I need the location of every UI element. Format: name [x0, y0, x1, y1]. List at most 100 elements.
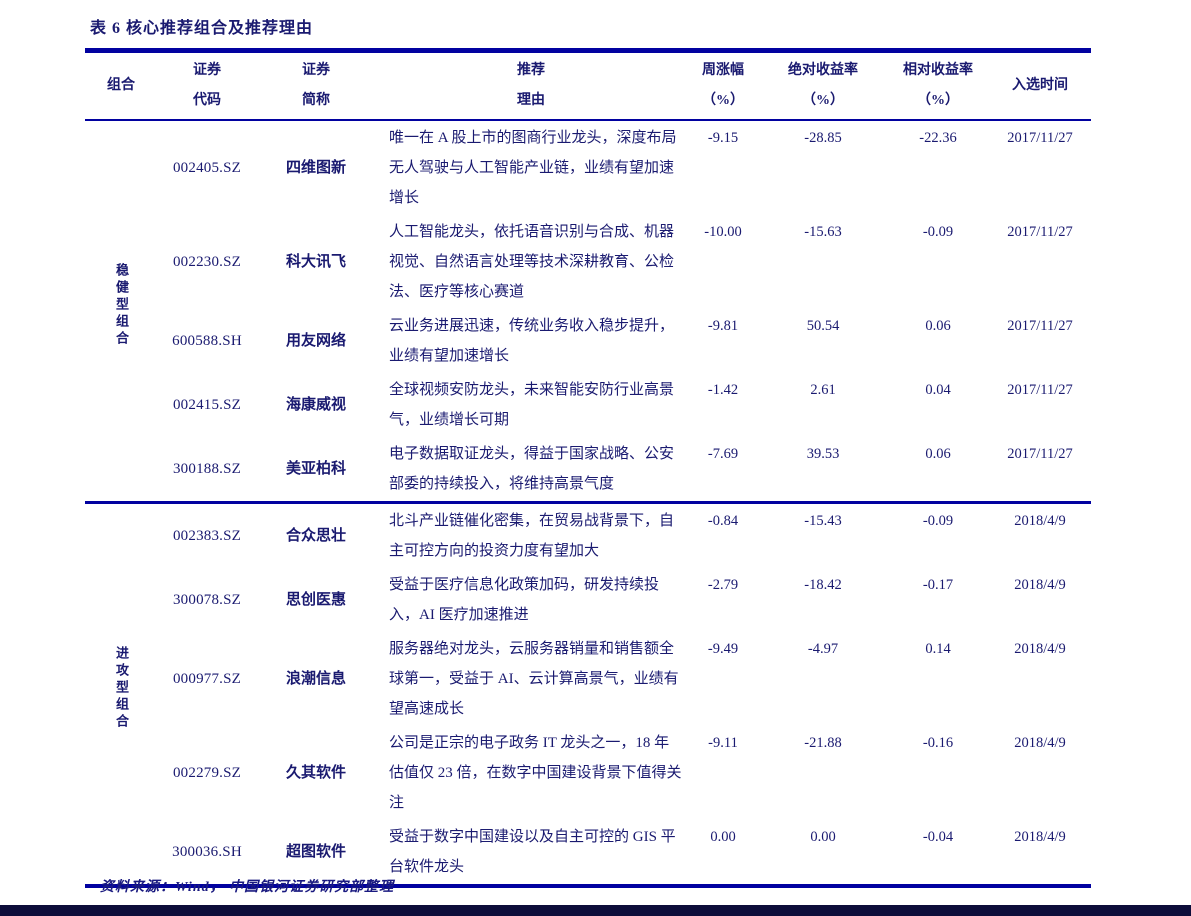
group-label-stable: 稳健型组合 [85, 120, 157, 503]
absolute-return: -4.97 [807, 641, 839, 657]
header-code: 证券 代码 [157, 53, 257, 120]
table-row: 002230.SZ 科大讯飞 人工智能龙头，依托语音识别与合成、机器视觉、自然语… [85, 215, 1091, 309]
header-name-line2: 简称 [302, 93, 330, 108]
selection-date: 2018/4/9 [1014, 641, 1066, 657]
stock-code: 002415.SZ [172, 397, 242, 413]
recommendation-table: 组合 证券 代码 证券 简称 推荐 理由 周涨幅 （%） 绝对收益率 （%） [85, 48, 1091, 888]
selection-date: 2017/11/27 [1007, 318, 1073, 334]
selection-date: 2017/11/27 [1007, 130, 1073, 146]
week-change: -9.11 [708, 735, 738, 751]
header-code-line2: 代码 [193, 93, 221, 108]
header-week-line2: （%） [702, 93, 744, 108]
stock-code: 600588.SH [172, 333, 242, 349]
header-rel-return: 相对收益率 （%） [887, 53, 989, 120]
table-row: 300078.SZ 思创医惠 受益于医疗信息化政策加码，研发持续投入，AI 医疗… [85, 568, 1091, 632]
group-label-text: 进攻型组合 [114, 646, 129, 731]
stock-name: 合众思壮 [257, 501, 375, 568]
stock-name: 久其软件 [285, 765, 346, 781]
stock-name: 超图软件 [285, 844, 346, 860]
selection-date: 2017/11/27 [1007, 224, 1073, 240]
recommendation-reason: 北斗产业链催化密集，在贸易战背景下，自主可控方向的投资力度有望加大 [375, 501, 687, 568]
header-abs-return: 绝对收益率 （%） [759, 53, 887, 120]
header-reason: 推荐 理由 [375, 53, 687, 120]
relative-return: 0.06 [925, 318, 951, 334]
table-row: 000977.SZ 浪潮信息 服务器绝对龙头，云服务器销量和销售额全球第一，受益… [85, 632, 1091, 726]
stock-code: 002230.SZ [172, 254, 242, 270]
week-change: -9.81 [707, 318, 739, 334]
table-row: 300036.SH 超图软件 受益于数字中国建设以及自主可控的 GIS 平台软件… [85, 820, 1091, 884]
header-abs-line2: （%） [802, 93, 844, 108]
stock-name: 四维图新 [285, 160, 346, 176]
recommendation-reason: 唯一在 A 股上市的图商行业龙头，深度布局无人驾驶与人工智能产业链，业绩有望加速… [389, 130, 677, 206]
absolute-return: -18.42 [804, 577, 842, 593]
group-label-text: 稳健型组合 [114, 263, 129, 348]
selection-date: 2017/11/27 [1007, 446, 1073, 462]
relative-return: 0.04 [925, 382, 951, 398]
relative-return: -0.04 [922, 829, 954, 845]
week-change: -0.84 [687, 501, 759, 568]
absolute-return: 2.61 [810, 382, 836, 398]
recommendation-reason: 人工智能龙头，依托语音识别与合成、机器视觉、自然语言处理等技术深耕教育、公检法、… [389, 224, 675, 300]
header-week-line1: 周涨幅 [702, 63, 744, 78]
page-title: 表 6 核心推荐组合及推荐理由 [90, 20, 314, 37]
recommendation-reason: 服务器绝对龙头，云服务器销量和销售额全球第一，受益于 AI、云计算高景气，业绩有… [389, 641, 679, 717]
relative-return: -0.09 [922, 224, 954, 240]
absolute-return: 39.53 [806, 446, 840, 462]
source-note: 资料来源：Wind， 中国银河证券研究部整理 [100, 880, 395, 895]
header-reason-line1: 推荐 [517, 63, 545, 78]
stock-code: 002405.SZ [172, 160, 242, 176]
week-change: -7.69 [707, 446, 739, 462]
relative-return: -0.17 [922, 577, 954, 593]
relative-return: -22.36 [919, 130, 957, 146]
stock-name: 美亚柏科 [285, 461, 346, 477]
header-code-line1: 证券 [193, 63, 221, 78]
absolute-return: -21.88 [804, 735, 842, 751]
recommendation-reason: 受益于医疗信息化政策加码，研发持续投入，AI 医疗加速推进 [389, 577, 660, 623]
stock-name: 科大讯飞 [285, 254, 346, 270]
week-change: -2.79 [707, 577, 739, 593]
header-week-chg: 周涨幅 （%） [687, 53, 759, 120]
week-change: 0.00 [710, 829, 736, 845]
selection-date: 2018/4/9 [1014, 735, 1066, 751]
table-row: 002415.SZ 海康威视 全球视频安防龙头，未来智能安防行业高景气，业绩增长… [85, 373, 1091, 437]
relative-return: 0.06 [925, 446, 951, 462]
selection-date: 2017/11/27 [1007, 382, 1073, 398]
selection-date: 2018/4/9 [989, 501, 1091, 568]
header-group: 组合 [107, 78, 135, 93]
stock-name: 浪潮信息 [285, 671, 346, 687]
table-row: 进攻型组合 002383.SZ 合众思壮 北斗产业链催化密集，在贸易战背景下，自… [85, 501, 1091, 884]
stock-code: 002279.SZ [172, 765, 242, 781]
header-rel-line1: 相对收益率 [903, 63, 973, 78]
table-row: 600588.SH 用友网络 云业务进展迅速，传统业务收入稳步提升，业绩有望加速… [85, 309, 1091, 373]
stock-code: 000977.SZ [172, 671, 242, 687]
header-name: 证券 简称 [257, 53, 375, 120]
absolute-return: -28.85 [804, 130, 842, 146]
recommendation-reason: 全球视频安防龙头，未来智能安防行业高景气，业绩增长可期 [389, 382, 675, 428]
stock-code: 300078.SZ [172, 592, 242, 608]
week-change: -10.00 [704, 224, 742, 240]
group-label-aggressive: 进攻型组合 [85, 501, 157, 884]
recommendation-reason: 公司是正宗的电子政务 IT 龙头之一，18 年估值仅 23 倍，在数字中国建设背… [389, 735, 682, 811]
stock-name: 思创医惠 [285, 592, 346, 608]
week-change: -9.49 [707, 641, 739, 657]
relative-return: 0.14 [925, 641, 951, 657]
week-change: -1.42 [707, 382, 739, 398]
relative-return: -0.09 [887, 501, 989, 568]
selection-date: 2018/4/9 [1014, 829, 1066, 845]
table-row: 002279.SZ 久其软件 公司是正宗的电子政务 IT 龙头之一，18 年估值… [85, 726, 1091, 820]
header-reason-line2: 理由 [517, 93, 545, 108]
absolute-return: -15.63 [804, 224, 842, 240]
stock-code: 300188.SZ [172, 461, 242, 477]
table-row: 稳健型组合 002405.SZ 四维图新 唯一在 A 股上市的图商行业龙头，深度… [85, 120, 1091, 348]
recommendation-reason: 电子数据取证龙头，得益于国家战略、公安部委的持续投入，将维持高景气度 [389, 446, 675, 492]
absolute-return: -15.43 [759, 501, 887, 568]
absolute-return: 0.00 [810, 829, 836, 845]
bottom-page-bar [0, 905, 1191, 916]
stock-code: 002383.SZ [157, 501, 257, 568]
header-date: 入选时间 [1012, 78, 1068, 93]
relative-return: -0.16 [922, 735, 954, 751]
stock-name: 海康威视 [285, 397, 346, 413]
stock-name: 用友网络 [285, 333, 346, 349]
header-name-line1: 证券 [302, 63, 330, 78]
recommendation-reason: 云业务进展迅速，传统业务收入稳步提升，业绩有望加速增长 [389, 318, 675, 364]
